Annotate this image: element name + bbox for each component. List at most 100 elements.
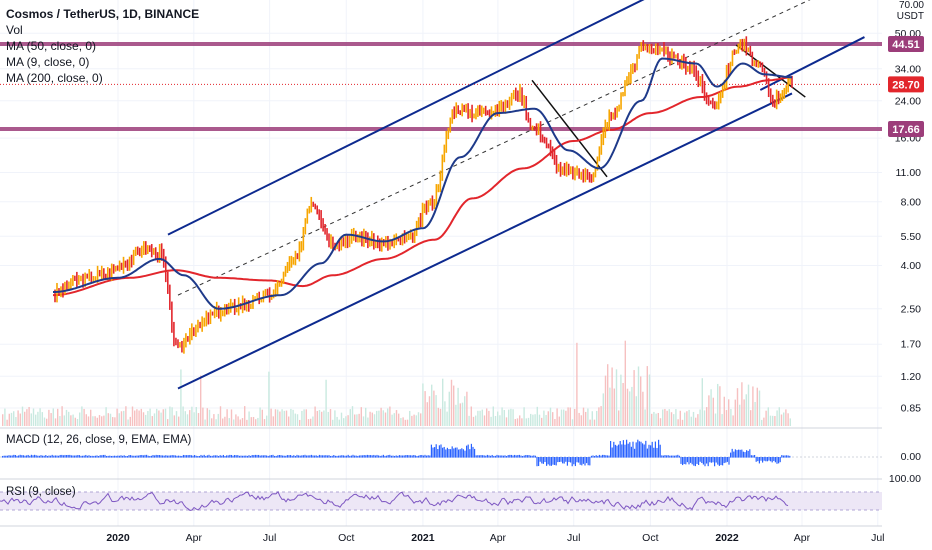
rsi-band (0, 492, 882, 510)
macd-bar (230, 454, 232, 458)
volume-bar (437, 407, 439, 426)
macd-bar (194, 455, 196, 458)
volume-bar (173, 415, 175, 426)
macd-bar (117, 455, 119, 458)
volume-bar (455, 404, 457, 426)
macd-bar (682, 457, 684, 466)
volume-bar (334, 410, 336, 426)
macd-bar (502, 455, 504, 458)
volume-bar (244, 406, 246, 426)
macd-bar (454, 447, 456, 458)
volume-bar (409, 410, 411, 426)
volume-bar (277, 409, 279, 426)
macd-bar (120, 455, 122, 458)
macd-bar (389, 454, 391, 458)
macd-bar (37, 455, 39, 458)
volume-bar (288, 416, 290, 426)
ma50-path (53, 57, 793, 310)
macd-bar (523, 455, 525, 458)
volume-bar (371, 412, 373, 426)
volume-bar (162, 409, 164, 426)
volume-bar (776, 410, 778, 426)
volume-bar (699, 409, 701, 426)
macd-bar (358, 455, 360, 458)
macd-bar (211, 455, 213, 458)
volume-bar (184, 411, 186, 426)
volume-bar (325, 379, 327, 426)
volume-bar (347, 415, 349, 426)
macd-bar (662, 455, 664, 458)
macd-bar (214, 455, 216, 458)
macd-bar (565, 457, 567, 462)
volume-bar (17, 410, 19, 426)
macd-bar (536, 457, 538, 467)
volume-bar (145, 414, 147, 426)
volume-bar (323, 410, 325, 426)
volume-bar (186, 414, 189, 426)
volume-bar (76, 418, 79, 426)
volume-bar (668, 409, 670, 426)
macd-bar (781, 455, 783, 458)
macd-bar (789, 455, 791, 458)
rsi-label[interactable]: RSI (9, close) (6, 486, 76, 498)
macd-bar (40, 455, 42, 458)
chart-legend: Cosmos / TetherUS, 1D, BINANCE Vol MA (5… (6, 6, 199, 86)
volume-bar (376, 410, 378, 426)
volume-bar (666, 410, 668, 426)
volume-bar (785, 409, 787, 426)
volume-bar (609, 387, 611, 426)
macd-bar (405, 455, 407, 458)
volume-bar (530, 413, 532, 426)
macd-bar (680, 457, 682, 464)
macd-bar (168, 455, 170, 458)
volume-bar (578, 412, 580, 426)
volume-bar (596, 410, 598, 426)
volume-bar (541, 417, 543, 426)
legend-ma200[interactable]: MA (200, close, 0) (6, 71, 103, 85)
legend-volume[interactable]: Vol (6, 23, 23, 37)
macd-bar (152, 454, 154, 458)
volume-bar (525, 418, 527, 426)
macd-bar (125, 455, 127, 458)
macd-bar (43, 455, 45, 458)
macd-bar (128, 455, 130, 458)
macd-bar (237, 455, 239, 458)
volume-bar (68, 411, 70, 426)
macd-bar (451, 446, 453, 458)
macd-bar (426, 455, 428, 458)
volume-bar (274, 409, 277, 426)
macd-bar (518, 454, 520, 458)
volume-bar (211, 418, 213, 426)
macd-bar (752, 455, 754, 458)
volume-bar (743, 399, 745, 426)
symbol-title[interactable]: Cosmos / TetherUS, 1D, BINANCE (6, 7, 200, 21)
volume-bar (321, 411, 323, 426)
volume-bar (411, 415, 413, 426)
macd-bar (2, 455, 4, 458)
macd-bar (397, 455, 399, 458)
volume-bar (299, 419, 301, 426)
downtrend-line-1 (531, 79, 608, 178)
volume-bar (728, 399, 730, 426)
legend-ma50[interactable]: MA (50, close, 0) (6, 39, 97, 53)
volume-bar (389, 406, 391, 426)
macd-bar (550, 457, 552, 466)
currency-box[interactable]: 70.00 USDT (888, 0, 924, 22)
macd-bar (141, 454, 143, 458)
volume-bar (393, 413, 395, 426)
macd-label[interactable]: MACD (12, 26, close, 9, EMA, EMA) (6, 434, 192, 446)
macd-bar (725, 457, 727, 463)
volume-bar (580, 415, 582, 426)
volume-bar (448, 391, 450, 426)
macd-bar (70, 455, 72, 458)
macd-bar (659, 444, 661, 458)
macd-bar (182, 454, 184, 458)
volume-bar (367, 417, 369, 426)
macd-bar (248, 455, 250, 458)
legend-ma9[interactable]: MA (9, close, 0) (6, 55, 90, 69)
macd-bar (283, 455, 285, 458)
macd-bar (24, 455, 26, 458)
macd-bar (208, 454, 210, 458)
macd-bar (133, 455, 135, 458)
